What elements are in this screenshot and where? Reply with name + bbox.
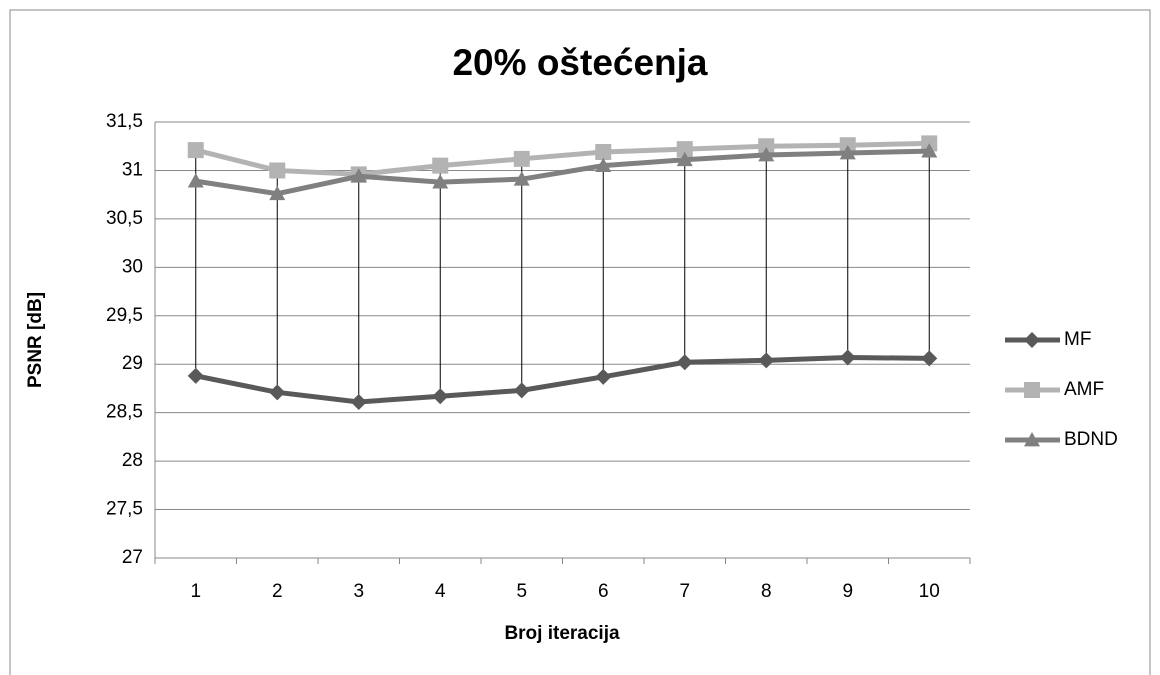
data-point (758, 352, 775, 369)
y-tick-label: 30 (122, 256, 143, 277)
x-tick-label: 5 (516, 581, 527, 602)
y-tick-label: 27 (122, 547, 143, 568)
x-tick-label: 9 (842, 581, 853, 602)
y-tick-label: 27,5 (106, 499, 143, 520)
data-point (269, 185, 286, 201)
data-point (187, 173, 204, 188)
x-tick-label: 8 (761, 581, 772, 602)
x-tick-label: 10 (919, 581, 940, 602)
data-point (839, 145, 856, 160)
series-line (195, 354, 930, 405)
legend-label: MF (1064, 329, 1091, 350)
data-point (595, 368, 612, 385)
series-line (195, 140, 930, 177)
data-point (839, 349, 856, 366)
data-point (676, 141, 693, 158)
y-axis-title: PSNR [dB] (25, 292, 46, 388)
data-point (432, 388, 449, 405)
data-point (432, 174, 449, 189)
data-point (676, 151, 693, 167)
data-point (269, 162, 286, 179)
y-tick-label: 31 (122, 159, 143, 180)
legend-label: AMF (1064, 379, 1104, 400)
x-tick-label: 3 (353, 581, 364, 602)
data-point (595, 157, 612, 172)
data-point (513, 171, 530, 186)
data-point (758, 138, 775, 155)
y-tick-label: 30,5 (106, 208, 143, 229)
data-point (350, 394, 367, 411)
legend-marker (1024, 332, 1040, 348)
data-point (350, 168, 367, 183)
data-point (676, 354, 693, 371)
x-tick-label: 1 (190, 581, 201, 602)
y-tick-label: 29,5 (106, 305, 143, 326)
series-line (195, 148, 930, 197)
legend-marker (1024, 382, 1040, 398)
x-tick-label: 4 (435, 581, 446, 602)
legend-label: BDND (1064, 429, 1118, 450)
x-axis-title: Broj iteracija (504, 623, 620, 644)
data-point (513, 150, 530, 167)
y-tick-label: 28 (122, 450, 143, 471)
y-tick-label: 31,5 (106, 111, 143, 132)
x-tick-label: 6 (598, 581, 609, 602)
data-point (758, 146, 775, 162)
legend-marker (1024, 432, 1040, 447)
data-point (432, 157, 449, 174)
chart-title: 20% oštećenja (452, 42, 707, 83)
data-point (513, 382, 530, 399)
data-point (921, 143, 938, 158)
data-point (187, 367, 204, 384)
data-point (269, 384, 286, 401)
data-point (595, 144, 612, 161)
x-tick-label: 7 (679, 581, 690, 602)
chart-border (9, 9, 1151, 675)
y-tick-label: 29 (122, 353, 143, 374)
y-tick-label: 28,5 (106, 402, 143, 423)
data-point (921, 350, 938, 367)
data-point (187, 142, 204, 159)
x-tick-label: 2 (272, 581, 283, 602)
